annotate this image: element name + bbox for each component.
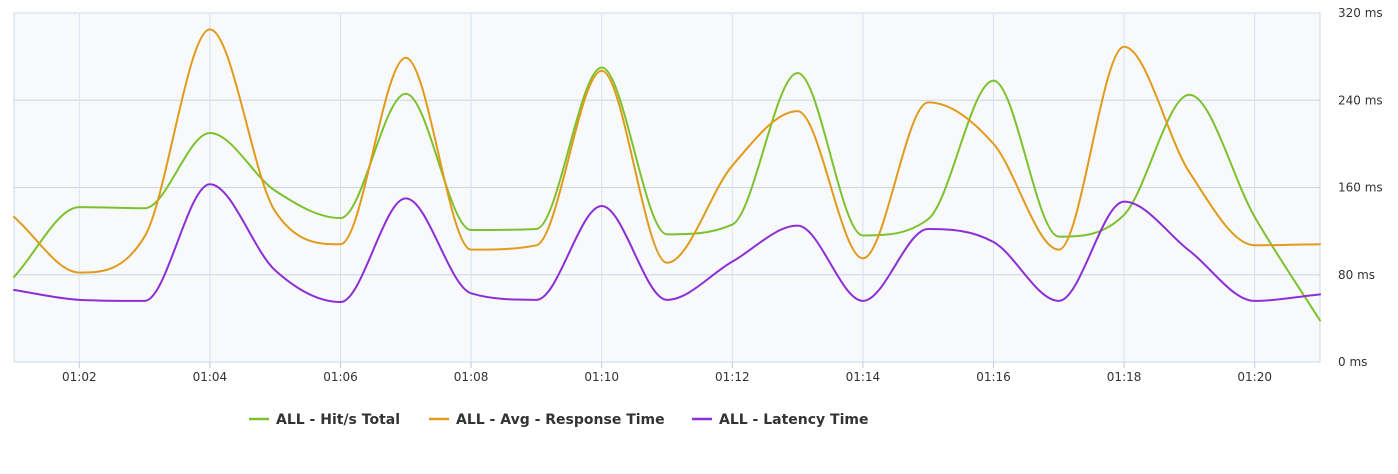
series-line-latency-time (13, 183, 1321, 304)
legend-label: ALL - Hit/s Total (276, 412, 400, 428)
x-tick-label: 01:12 (715, 370, 750, 384)
series-lines (13, 28, 1321, 322)
y-tick-label: 160 ms (1338, 181, 1383, 195)
x-tick-label: 01:20 (1237, 370, 1272, 384)
x-tick-label: 01:06 (323, 370, 358, 384)
x-tick-label: 01:10 (584, 370, 619, 384)
x-tick-label: 01:02 (62, 370, 97, 384)
x-axis-ticks: 01:02 01:04 01:06 01:08 01:10 01:12 01:14 01:16… (62, 362, 1272, 384)
y-tick-label: 80 ms (1338, 268, 1375, 282)
grid-lines (14, 13, 1320, 362)
x-tick-label: 01:18 (1107, 370, 1142, 384)
x-tick-label: 01:04 (193, 370, 228, 384)
x-tick-label: 01:08 (454, 370, 489, 384)
legend-item-avg-response-time[interactable]: ALL - Avg - Response Time (429, 412, 665, 428)
y-tick-label: 240 ms (1338, 93, 1383, 107)
legend-label: ALL - Avg - Response Time (456, 412, 665, 428)
legend[interactable]: ALL - Hit/s Total ALL - Avg - Response Ti… (249, 412, 869, 428)
y-axis-labels: 0 ms 80 ms 160 ms 240 ms 320 ms (1338, 6, 1383, 369)
x-tick-label: 01:14 (846, 370, 881, 384)
x-tick-label: 01:16 (976, 370, 1011, 384)
series-line-avg-response-time (13, 28, 1321, 274)
y-tick-label: 0 ms (1338, 355, 1367, 369)
legend-item-hits-total[interactable]: ALL - Hit/s Total (249, 412, 400, 428)
legend-label: ALL - Latency Time (719, 412, 869, 428)
y-tick-label: 320 ms (1338, 6, 1383, 20)
legend-item-latency-time[interactable]: ALL - Latency Time (692, 412, 869, 428)
